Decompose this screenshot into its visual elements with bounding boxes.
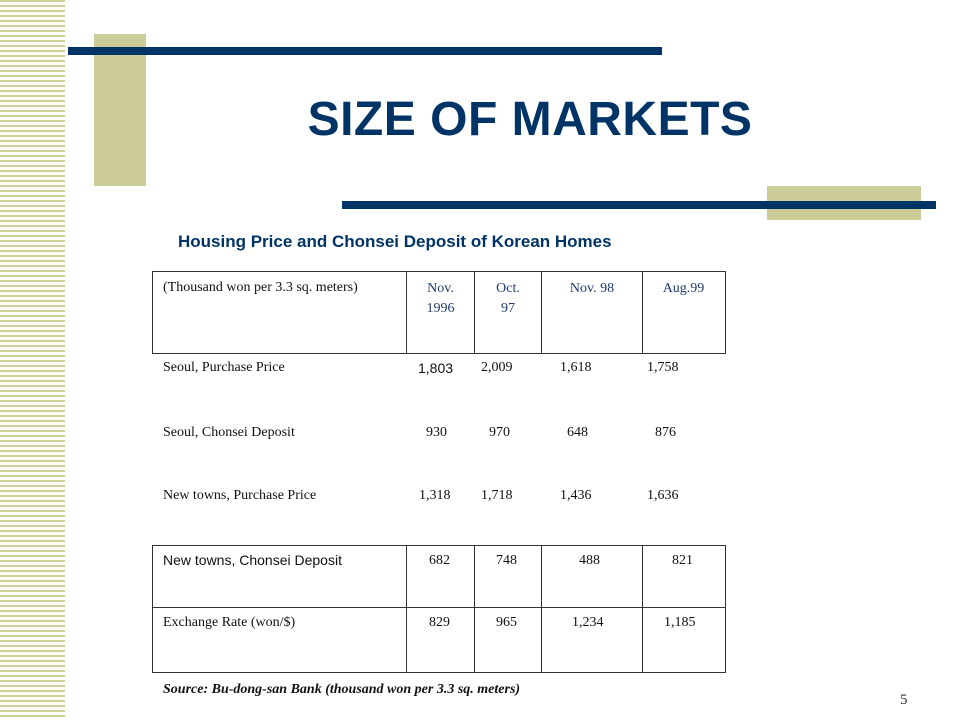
header-col-nov-1996: Nov. 1996 [407,279,474,319]
header-divider [541,271,542,353]
column-divider [642,545,643,672]
row-value: 2,009 [481,360,513,375]
left-stripe-pattern [0,0,68,720]
row-value: 821 [672,553,693,568]
row-value: 970 [489,425,510,440]
row-value: 488 [579,553,600,568]
bottom-table-frame [152,545,726,673]
header-table-frame [152,271,726,354]
row-value: 965 [496,615,517,630]
row-label: New towns, Purchase Price [163,488,317,503]
table-subtitle: Housing Price and Chonsei Deposit of Kor… [178,232,612,251]
row-label: Exchange Rate (won/$) [163,615,296,630]
source-note: Source: Bu-dong-san Bank (thousand won p… [163,682,521,697]
row-value: 1,234 [572,615,604,630]
column-divider [474,545,475,672]
column-divider [541,545,542,672]
row-value: 648 [567,425,588,440]
header-col-aug-99: Aug.99 [662,281,705,296]
row-value: 876 [655,425,676,440]
row-value: 748 [496,553,517,568]
row-value: 1,318 [419,488,451,503]
row-value: 1,636 [647,488,679,503]
top-accent-bar [68,47,662,55]
row-value: 1,185 [664,615,696,630]
header-divider [474,271,475,353]
header-divider [406,271,407,353]
header-col-nov-98: Nov. 98 [569,281,615,296]
row-divider [152,607,725,608]
row-label: New towns, Chonsei Deposit [163,552,342,568]
row-value: 1,618 [560,360,592,375]
row-value: 930 [426,425,447,440]
header-col1-line1: Nov. [427,281,454,296]
olive-accent-block-left [94,34,146,186]
header-col2-line2: 97 [501,301,515,316]
row-value: 1,758 [647,360,679,375]
row-value: 1,718 [481,488,513,503]
page-number: 5 [900,692,908,708]
header-divider [642,271,643,353]
header-col1-line2: 1996 [426,301,455,316]
row-label: Seoul, Chonsei Deposit [163,425,295,440]
row-value: 829 [429,615,450,630]
header-col-oct-97: Oct. 97 [475,279,541,319]
bottom-accent-bar [342,201,936,209]
slide-title: SIZE OF MARKETS [307,93,753,146]
row-value: 1,436 [560,488,592,503]
header-unit: (Thousand won per 3.3 sq. meters) [163,280,358,295]
row-value: 1,803 [418,360,454,376]
header-col2-line1: Oct. [496,281,520,296]
row-value: 682 [429,553,450,568]
column-divider [406,545,407,672]
row-label: Seoul, Purchase Price [163,360,285,375]
